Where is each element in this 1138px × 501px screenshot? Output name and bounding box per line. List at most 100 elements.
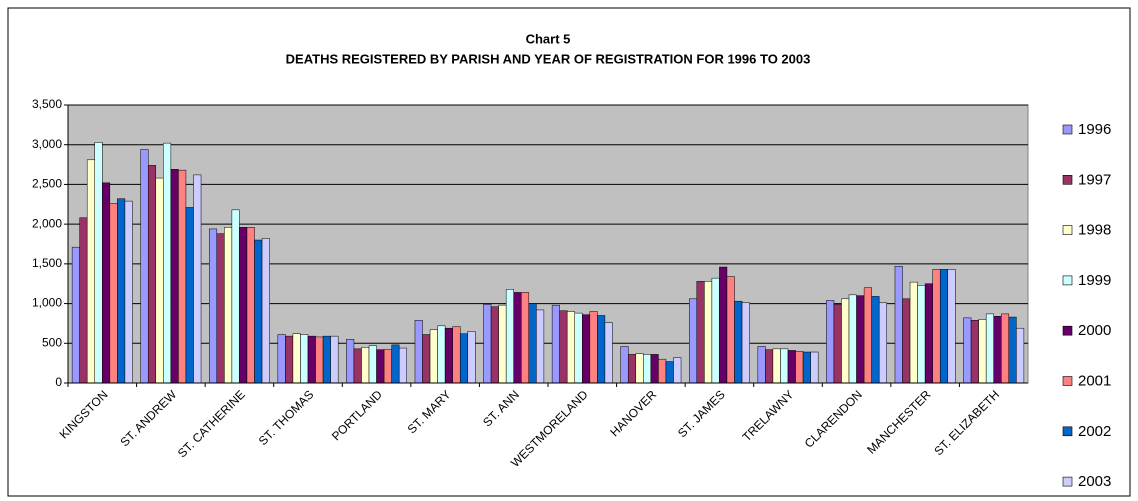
- bar: [604, 322, 613, 384]
- bar: [261, 238, 270, 384]
- legend-label: 2002: [1078, 423, 1111, 440]
- legend-swatch: [1062, 476, 1073, 487]
- legend-swatch: [1062, 124, 1073, 135]
- bar: [696, 281, 705, 384]
- bar: [711, 277, 720, 384]
- bar: [231, 209, 240, 384]
- bar: [368, 345, 377, 384]
- legend-swatch: [1062, 376, 1073, 386]
- bar: [795, 350, 804, 384]
- bar: [444, 327, 453, 384]
- bar: [79, 217, 88, 384]
- bar: [551, 304, 560, 384]
- bar: [490, 306, 499, 384]
- bar: [536, 309, 545, 384]
- bar: [528, 303, 537, 384]
- bar: [498, 304, 507, 384]
- bar: [566, 311, 575, 384]
- bar: [871, 296, 880, 384]
- bar: [353, 348, 362, 384]
- bar: [178, 169, 187, 384]
- bar: [246, 227, 255, 384]
- bar: [620, 346, 629, 384]
- bar: [322, 335, 331, 384]
- bar: [117, 198, 126, 384]
- bar: [285, 335, 294, 384]
- bar: [985, 313, 994, 384]
- bar: [863, 287, 872, 384]
- bar: [102, 182, 111, 384]
- chart-title: Chart 5: [526, 31, 571, 46]
- bar: [94, 142, 103, 384]
- bar: [978, 319, 987, 384]
- bar: [483, 304, 492, 384]
- bar: [1008, 316, 1017, 384]
- bar: [292, 333, 301, 384]
- bar: [422, 334, 431, 384]
- bar: [810, 351, 819, 384]
- bar: [346, 339, 355, 384]
- y-tick-label: 1,000: [32, 296, 62, 310]
- bar: [726, 276, 735, 384]
- bar: [802, 351, 811, 384]
- bar: [734, 300, 743, 384]
- legend-label: 1996: [1078, 121, 1111, 138]
- bar: [1001, 313, 1010, 384]
- bar: [658, 358, 667, 384]
- bar: [673, 357, 682, 384]
- bar: [124, 200, 133, 384]
- bar: [833, 304, 842, 384]
- bar: [71, 246, 80, 384]
- bar: [924, 283, 933, 384]
- bar: [467, 331, 476, 384]
- bar: [848, 294, 857, 384]
- bar: [719, 266, 728, 384]
- legend-swatch: [1062, 175, 1073, 185]
- legend-label: 1997: [1078, 171, 1111, 188]
- legend-swatch: [1062, 325, 1073, 336]
- bar: [86, 159, 95, 384]
- bar: [109, 203, 118, 384]
- legend-label: 1999: [1078, 272, 1111, 289]
- y-tick-label: 2,500: [32, 177, 62, 191]
- bar: [376, 349, 385, 384]
- y-tick-label: 1,500: [32, 256, 62, 270]
- bar: [643, 354, 652, 384]
- bar: [574, 312, 583, 384]
- bar: [559, 310, 568, 384]
- chart-subtitle: DEATHS REGISTERED BY PARISH AND YEAR OF …: [286, 51, 811, 66]
- bar: [437, 325, 446, 384]
- bar: [277, 334, 286, 384]
- bar: [1016, 327, 1025, 384]
- bar: [963, 317, 972, 384]
- bar: [741, 302, 750, 384]
- bar: [993, 316, 1002, 384]
- bar: [780, 348, 789, 384]
- bar: [932, 269, 941, 384]
- bar: [414, 320, 423, 384]
- bar: [635, 353, 644, 384]
- bar: [689, 298, 698, 384]
- bar: [147, 165, 157, 384]
- bar: [970, 320, 979, 384]
- bar: [155, 177, 164, 384]
- bar: [209, 228, 218, 384]
- bar: [787, 350, 796, 384]
- bar: [627, 354, 637, 384]
- bar: [665, 361, 674, 384]
- bar: [757, 346, 766, 384]
- y-tick-label: 3,000: [32, 137, 62, 151]
- bar: [894, 265, 903, 384]
- bar: [505, 289, 514, 384]
- bar: [582, 314, 591, 384]
- bar: [307, 335, 316, 384]
- bar: [841, 298, 850, 384]
- bar: [254, 239, 263, 384]
- bar: [902, 298, 911, 384]
- bar: [140, 149, 149, 384]
- bar: [193, 174, 202, 384]
- bar: [589, 311, 598, 384]
- bar: [383, 349, 392, 384]
- bar: [826, 300, 835, 384]
